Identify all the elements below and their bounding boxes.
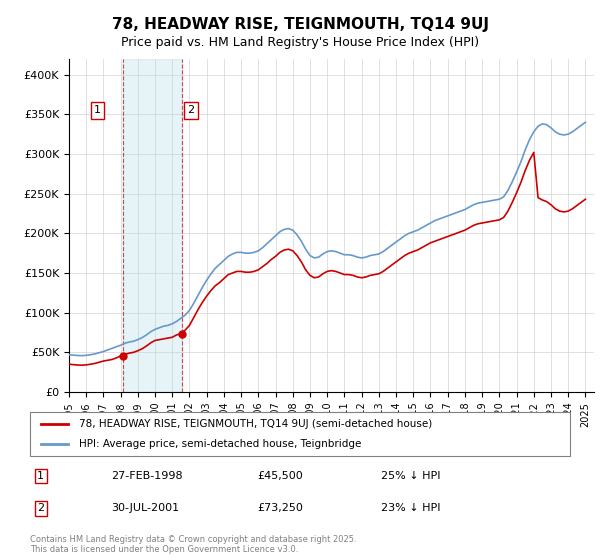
FancyBboxPatch shape	[30, 412, 570, 456]
Text: Contains HM Land Registry data © Crown copyright and database right 2025.
This d: Contains HM Land Registry data © Crown c…	[30, 535, 356, 554]
Bar	[123, 59, 182, 392]
Text: 30-JUL-2001: 30-JUL-2001	[111, 503, 179, 514]
Text: 2: 2	[37, 503, 44, 514]
Text: HPI: Average price, semi-detached house, Teignbridge: HPI: Average price, semi-detached house,…	[79, 439, 361, 449]
Text: 27-FEB-1998: 27-FEB-1998	[111, 471, 182, 481]
Text: 23% ↓ HPI: 23% ↓ HPI	[381, 503, 440, 514]
Text: 78, HEADWAY RISE, TEIGNMOUTH, TQ14 9UJ: 78, HEADWAY RISE, TEIGNMOUTH, TQ14 9UJ	[112, 17, 488, 32]
Text: Price paid vs. HM Land Registry's House Price Index (HPI): Price paid vs. HM Land Registry's House …	[121, 36, 479, 49]
Text: 78, HEADWAY RISE, TEIGNMOUTH, TQ14 9UJ (semi-detached house): 78, HEADWAY RISE, TEIGNMOUTH, TQ14 9UJ (…	[79, 419, 432, 429]
Text: £73,250: £73,250	[257, 503, 302, 514]
Text: £45,500: £45,500	[257, 471, 302, 481]
Text: 2: 2	[187, 105, 194, 115]
Text: 25% ↓ HPI: 25% ↓ HPI	[381, 471, 440, 481]
Text: 1: 1	[94, 105, 101, 115]
Text: 1: 1	[37, 471, 44, 481]
